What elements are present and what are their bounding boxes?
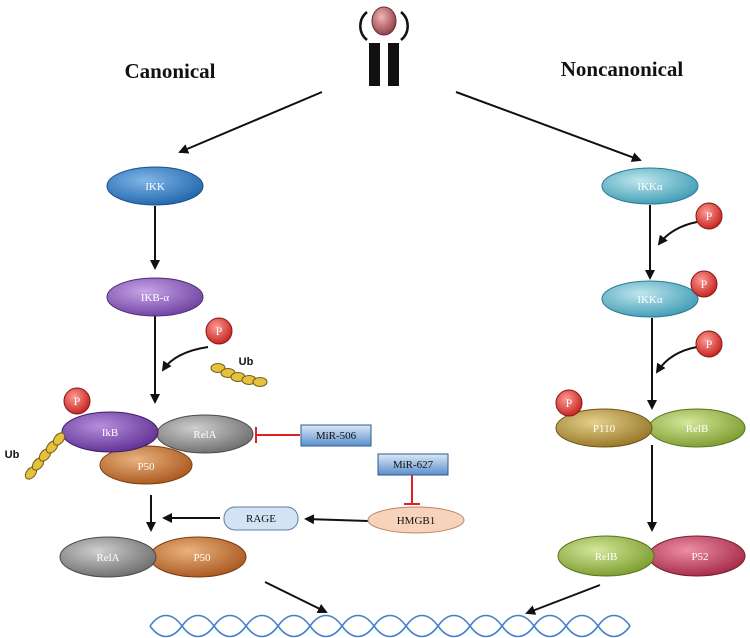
arrow-noncanonical-to-dna	[525, 584, 601, 615]
p50-final-label: P50	[193, 552, 211, 564]
mir-627-label: MiR-627	[393, 459, 434, 471]
receptor-icon	[359, 6, 409, 86]
ubiquitin-chain-icon-1: Ub	[210, 356, 268, 387]
inhibition-lines	[255, 427, 420, 505]
ikk-label: IKK	[145, 181, 165, 193]
ikb-alpha-label: IKB-α	[141, 292, 170, 304]
mir-627-box: MiR-627	[377, 453, 449, 476]
svg-text:P: P	[701, 277, 708, 291]
arrow-phospho-2	[655, 346, 698, 374]
arrow-phospho-ub	[161, 346, 209, 372]
mir-506-label: MiR-506	[316, 430, 357, 442]
rela-p50-final: P50 RelA	[59, 536, 247, 578]
arrow-phospho-1	[657, 221, 698, 246]
arrow-receptor-to-ikka	[455, 91, 642, 162]
relb-complex-label: RelB	[686, 423, 709, 435]
rela-complex-label: RelA	[193, 429, 216, 441]
p52-label: P52	[691, 551, 708, 563]
rela-final-label: RelA	[96, 552, 119, 564]
p50-complex-label: P50	[137, 461, 155, 473]
mir-506-box: MiR-506	[300, 424, 372, 447]
ikb-label: IkB	[102, 427, 119, 439]
svg-text:P: P	[706, 337, 713, 351]
ikb-alpha-node: IKB-α	[106, 277, 204, 317]
ikb-rela-p50-complex: P50 RelA IkB	[61, 411, 254, 485]
phospho-icon-noncanonical-4: P	[555, 389, 583, 417]
hmgb1-label: HMGB1	[397, 515, 436, 527]
dna-helix-icon	[149, 614, 631, 638]
ikka-node-top: IKKα	[601, 167, 699, 205]
canonical-title: Canonical	[124, 59, 215, 83]
svg-text:P: P	[566, 396, 573, 410]
p110-label: P110	[593, 423, 616, 435]
ikka-top-label: IKKα	[637, 181, 663, 193]
phospho-icon-noncanonical-3: P	[695, 330, 723, 358]
svg-text:P: P	[74, 394, 81, 408]
phospho-icon-noncanonical-1: P	[695, 202, 723, 230]
ubiquitin-chain-icon-2: Ub	[5, 432, 66, 480]
arrow-canonical-to-dna	[264, 581, 328, 613]
phospho-icon-noncanonical-2: P	[690, 270, 718, 298]
arrow-hmgb1-to-rage	[304, 514, 369, 525]
arrow-receptor-to-ikk	[178, 91, 323, 154]
phospho-icon-canonical-1: P	[205, 317, 233, 345]
noncanonical-title: Noncanonical	[561, 57, 684, 81]
rage-label: RAGE	[246, 513, 276, 525]
svg-text:P: P	[706, 209, 713, 223]
p110-relb-complex: RelB P110	[555, 408, 746, 448]
svg-text:Ub: Ub	[5, 449, 20, 461]
relb-p52-final: P52 RelB	[557, 535, 746, 577]
svg-text:Ub: Ub	[239, 356, 254, 368]
hmgb1-node: HMGB1	[367, 506, 465, 534]
phospho-icon-canonical-2: P	[63, 387, 91, 415]
rage-node: RAGE	[223, 506, 299, 531]
pathway-arrows	[146, 91, 698, 615]
relb-final-label: RelB	[595, 551, 618, 563]
ikk-node: IKK	[106, 166, 204, 206]
svg-text:P: P	[216, 324, 223, 338]
ikka-node-mid: IKKα	[601, 280, 699, 318]
ikka-mid-label: IKKα	[637, 294, 663, 306]
